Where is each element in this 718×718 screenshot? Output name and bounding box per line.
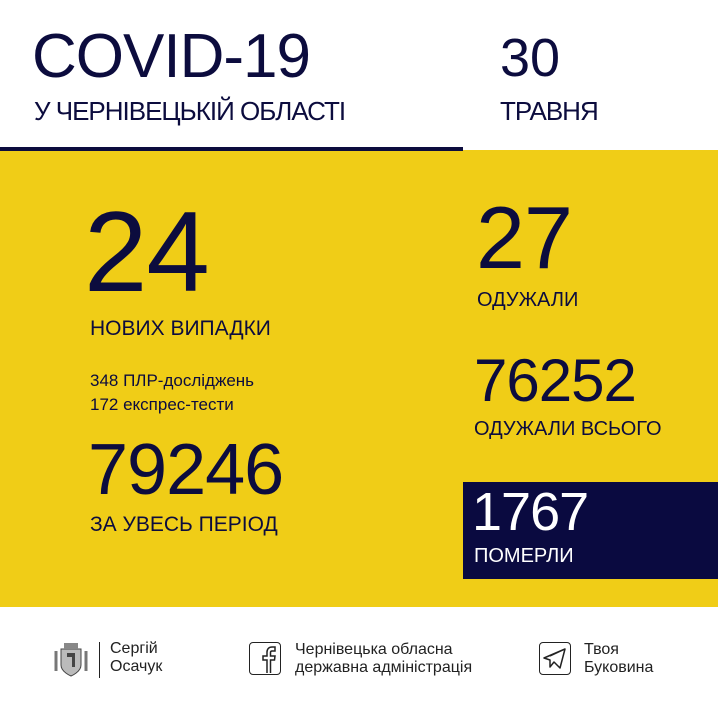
facebook-icon[interactable] xyxy=(249,642,281,675)
divider xyxy=(0,147,463,151)
new-cases-value: 24 xyxy=(84,189,210,316)
deaths-box xyxy=(463,482,718,579)
person-surname: Осачук xyxy=(110,658,163,676)
recovered-value: 27 xyxy=(476,188,573,287)
telegram-line1: Твоя xyxy=(584,641,619,658)
divider xyxy=(99,642,100,678)
deaths-label: ПОМЕРЛИ xyxy=(474,545,574,567)
total-cases-value: 79246 xyxy=(88,430,284,510)
date-day: 30 xyxy=(500,28,561,88)
region-subtitle: У ЧЕРНІВЕЦЬКІЙ ОБЛАСТІ xyxy=(34,96,346,126)
date-month: ТРАВНЯ xyxy=(500,96,599,126)
telegram-icon[interactable] xyxy=(539,642,571,675)
deaths-value: 1767 xyxy=(472,482,589,542)
facebook-link[interactable]: Чернівецька обласна державна адміністраці… xyxy=(295,641,472,678)
express-tests: 172 експрес-тести xyxy=(90,395,234,414)
person-link[interactable]: Сергій Осачук xyxy=(110,640,162,677)
facebook-line2: державна адміністрація xyxy=(295,659,473,677)
telegram-line2: Буковина xyxy=(584,659,654,677)
recovered-total-value: 76252 xyxy=(474,347,637,414)
pcr-tests: 348 ПЛР-досліджень xyxy=(90,371,255,390)
page-title: COVID-19 xyxy=(32,22,311,91)
new-cases-label: НОВИХ ВИПАДКИ xyxy=(90,317,271,340)
telegram-link[interactable]: Твоя Буковина xyxy=(584,641,653,678)
total-cases-label: ЗА УВЕСЬ ПЕРІОД xyxy=(90,513,278,536)
facebook-line1: Чернівецька обласна xyxy=(295,641,453,658)
coat-of-arms-icon xyxy=(54,641,88,679)
recovered-label: ОДУЖАЛИ xyxy=(477,289,579,311)
person-name: Сергій xyxy=(110,640,158,657)
recovered-total-label: ОДУЖАЛИ ВСЬОГО xyxy=(474,418,662,440)
